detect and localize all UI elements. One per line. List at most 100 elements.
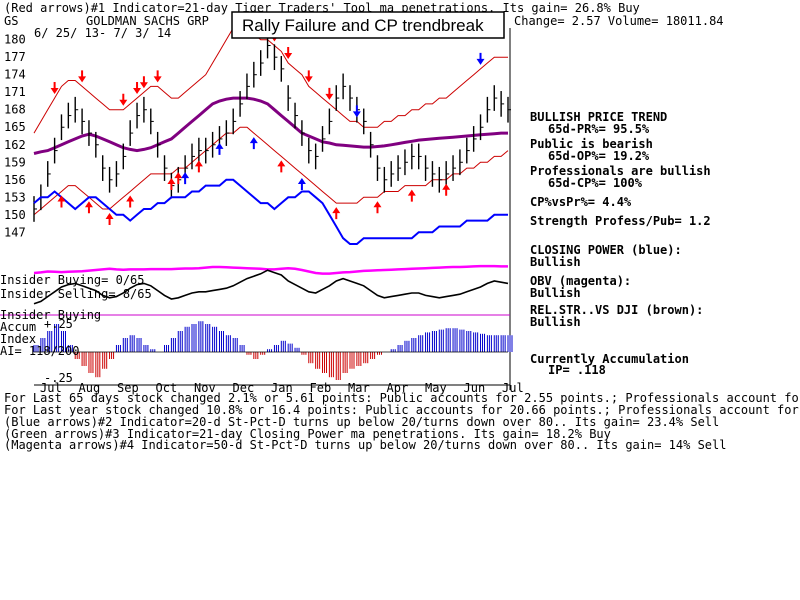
y-tick-label: 180 [4,33,26,47]
closing-power-label: CLOSING POWER (blue): [530,243,682,257]
y-tick-label: 177 [4,50,26,64]
x-tick-label: Jul [502,381,524,395]
insider-buying-label-2: Insider Buying [0,308,101,322]
down-arrow-icon [352,105,361,118]
down-arrow-icon [119,93,128,106]
title-box [231,11,505,39]
plus-25-label: +.25 [44,317,73,331]
index-label: Index [0,332,36,346]
upper-band [33,27,508,134]
company-label: GOLDMAN SACHS GRP [86,14,209,28]
x-axis-ticks: Jul Aug Sep Oct Nov Dec Jan Feb Mar Apr May Jun Jul [40,381,524,395]
chart-background [0,28,511,390]
x-tick-label: Jun [464,381,486,395]
up-arrow-icon [373,201,382,214]
x-tick-label: Sep [117,381,139,395]
up-arrow-icon [126,195,135,208]
date-range-label: 6/ 25/ 13- 7/ 3/ 14 [34,26,171,40]
closing-power [33,178,508,245]
x-tick-label: Jul [40,381,62,395]
down-arrow-icon [133,82,142,95]
footer-line-3: (Blue arrows)#2 Indicator=20-d St-Pct-D … [4,415,719,429]
obv-line [33,264,508,275]
rel-str [33,269,509,305]
down-arrow-icon [325,87,334,100]
op-label: 65d-OP%= 19.2% [548,149,650,163]
up-arrow-icon [215,142,224,155]
x-tick-label: Oct [156,381,178,395]
y-tick-label: 156 [4,173,26,187]
up-arrow-icon [174,172,183,185]
rel-str-line [33,269,509,305]
relstr-label: REL.STR..VS DJI (brown): [530,303,703,317]
obv-label: OBV (magenta): [530,274,631,288]
closing-power-line [33,178,508,245]
down-arrow-icon [304,70,313,83]
pros-label: Professionals are bullish [530,164,711,178]
ai-label: AI= 118/200 [0,344,79,358]
moving-average-line [33,96,508,155]
x-tick-label: Apr [387,381,409,395]
up-arrow-icon [57,195,66,208]
x-tick-label: May [425,381,447,395]
accumulation-index-bars [33,321,513,380]
closing-power-value: Bullish [530,255,581,269]
lower-band [33,126,509,216]
minus-25-label: -.25 [44,371,73,385]
footer-line-2: For Last year stock changed 10.8% or 16.… [4,403,800,417]
up-arrow-icon [297,177,306,190]
trend-label: BULLISH PRICE TREND [530,110,667,124]
y-tick-label: 147 [4,225,26,239]
cp-label: 65d-CP%= 100% [548,176,643,190]
x-tick-label: Feb [310,381,332,395]
cpvspr-label: CP%vsPr%= 4.4% [530,195,632,209]
accum-label: Accum [0,320,36,334]
up-arrow-icon [442,183,451,196]
down-arrow-icon [153,70,162,83]
change-volume-label: Change= 2.57 Volume= 18011.84 [514,14,724,28]
relstr-value: Bullish [530,315,581,329]
y-tick-label: 162 [4,138,26,152]
up-arrow-icon [277,160,286,173]
up-arrow-icon [181,172,190,185]
up-arrow-icon [194,160,203,173]
insider-selling-label: Insider Selling= 8/65 [0,287,152,301]
footer-line-4: (Green arrows)#3 Indicator=21-day Closin… [4,427,611,441]
up-arrow-icon [407,189,416,202]
insider-buying-label: Insider Buying= 0/65 [0,273,145,287]
up-arrow-icon [84,201,93,214]
ip-label: IP= .118 [548,363,606,377]
pr-label: 65d-PR%= 95.5% [548,122,650,136]
up-arrow-icon [167,177,176,190]
y-axis-ticks: 147 150 153 156 159 162 165 168 171 174 177 180 [4,33,26,240]
x-tick-label: Dec [233,381,255,395]
x-tick-label: Nov [194,381,216,395]
y-tick-label: 174 [4,68,26,82]
x-tick-label: Jan [271,381,293,395]
up-arrow-icon [105,212,114,225]
x-tick-label: Aug [79,381,101,395]
accumulation-label: Currently Accumulation [530,352,689,366]
strength-label: Strength Profess/Pub= 1.2 [530,214,711,228]
down-arrow-icon [284,47,293,60]
y-tick-label: 153 [4,190,26,204]
price-bands [33,27,509,216]
public-label: Public is bearish [530,137,653,151]
price-bars [33,32,511,222]
footer-line-5: (Magenta arrows)#4 Indicator=50-d St-Pct… [4,438,726,452]
y-tick-label: 150 [4,208,26,222]
boxed-title: Rally Failure and CP trendbreak [242,16,484,35]
y-tick-label: 168 [4,103,26,117]
symbol-label: GS [4,14,18,28]
up-arrow-icon [332,207,341,220]
down-arrow-icon [50,82,59,95]
y-tick-label: 165 [4,120,26,134]
footer-line-1: For Last 65 days stock changed 2.1% or 5… [4,391,800,405]
y-tick-label: 171 [4,85,26,99]
ma-line [33,96,508,155]
down-arrow-icon [476,52,485,65]
y-tick-label: 159 [4,155,26,169]
obv [33,264,508,275]
down-arrow-icon [78,70,87,83]
